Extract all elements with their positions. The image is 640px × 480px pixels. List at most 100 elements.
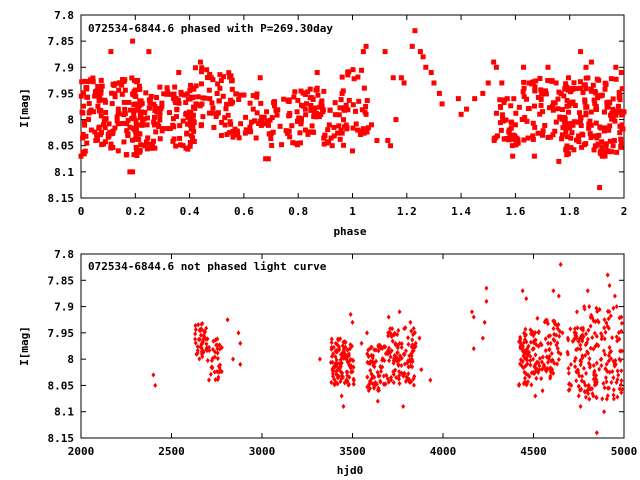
data-point	[349, 343, 354, 349]
data-point	[540, 128, 546, 134]
data-point	[215, 350, 220, 356]
data-point	[364, 330, 369, 336]
data-point	[522, 115, 528, 121]
data-point	[576, 383, 581, 389]
y-tick-label: 8.1	[54, 166, 74, 179]
data-point	[409, 328, 414, 334]
data-point	[542, 123, 548, 129]
data-point	[339, 74, 345, 80]
data-point	[120, 77, 126, 83]
data-point	[330, 373, 335, 379]
data-point	[309, 95, 315, 101]
data-point	[90, 79, 96, 85]
data-point	[499, 80, 505, 86]
data-point	[156, 123, 162, 129]
data-point	[528, 339, 533, 345]
data-point	[580, 132, 586, 138]
data-point	[399, 370, 404, 376]
x-tick-label: 1	[349, 205, 356, 218]
data-point	[501, 100, 507, 106]
data-point	[157, 136, 163, 142]
data-point	[358, 132, 364, 138]
data-point	[547, 366, 552, 372]
data-point	[313, 114, 319, 120]
data-point	[614, 149, 620, 155]
data-point	[533, 352, 538, 358]
data-point	[560, 330, 565, 336]
data-point	[606, 352, 611, 359]
data-point	[491, 137, 497, 143]
data-point	[552, 337, 557, 344]
data-point	[372, 374, 377, 380]
data-point	[602, 317, 607, 323]
y-tick-label: 8.15	[48, 432, 75, 445]
data-point	[610, 143, 616, 149]
data-point	[379, 344, 384, 351]
data-point	[590, 334, 595, 341]
data-point	[305, 129, 311, 135]
data-point	[566, 370, 571, 376]
data-point	[191, 118, 197, 124]
data-point	[508, 103, 514, 109]
data-point	[224, 101, 230, 107]
data-point	[114, 114, 120, 120]
data-point	[93, 137, 99, 143]
data-point	[536, 360, 541, 366]
data-point	[124, 128, 130, 134]
data-point	[286, 97, 292, 103]
data-point	[549, 78, 555, 84]
y-tick-label: 7.85	[48, 35, 75, 48]
data-point	[568, 86, 574, 92]
data-point	[321, 141, 327, 147]
data-point	[588, 109, 594, 115]
data-point	[603, 329, 608, 335]
data-point	[551, 326, 556, 332]
data-point	[261, 114, 267, 120]
data-point	[602, 125, 608, 131]
data-point	[341, 124, 347, 130]
data-point	[586, 360, 591, 366]
data-point	[229, 78, 235, 84]
data-point	[536, 330, 541, 336]
data-point	[555, 340, 560, 346]
data-point	[145, 135, 151, 141]
data-point	[579, 325, 584, 332]
data-point	[332, 112, 338, 118]
data-point	[566, 365, 571, 371]
data-point	[530, 136, 536, 142]
data-point	[198, 122, 204, 128]
data-point	[614, 379, 619, 386]
data-point	[558, 261, 563, 268]
data-point	[350, 102, 356, 108]
data-point	[269, 115, 275, 121]
data-point	[157, 117, 163, 123]
data-point	[423, 64, 429, 70]
data-point	[188, 126, 194, 132]
data-point	[215, 346, 220, 352]
data-point	[321, 88, 327, 94]
data-point	[271, 103, 277, 109]
x-tick-label: 2500	[158, 445, 185, 458]
data-point	[148, 93, 154, 99]
data-point	[576, 110, 582, 116]
data-point	[234, 128, 240, 134]
data-point	[594, 377, 599, 383]
data-point	[539, 109, 545, 115]
data-point	[129, 115, 135, 121]
data-point	[513, 110, 519, 116]
data-point	[265, 122, 271, 128]
data-point	[389, 377, 394, 383]
x-tick-label: 1.6	[505, 205, 525, 218]
data-point	[110, 81, 116, 87]
data-point	[609, 111, 615, 117]
data-point	[212, 369, 217, 375]
data-point	[335, 130, 341, 136]
data-point	[199, 345, 204, 351]
data-point	[223, 106, 229, 112]
data-point	[591, 147, 597, 153]
data-point	[336, 336, 341, 342]
data-point	[518, 336, 523, 342]
data-point	[381, 373, 386, 379]
data-point	[521, 85, 527, 91]
data-point	[198, 81, 204, 87]
